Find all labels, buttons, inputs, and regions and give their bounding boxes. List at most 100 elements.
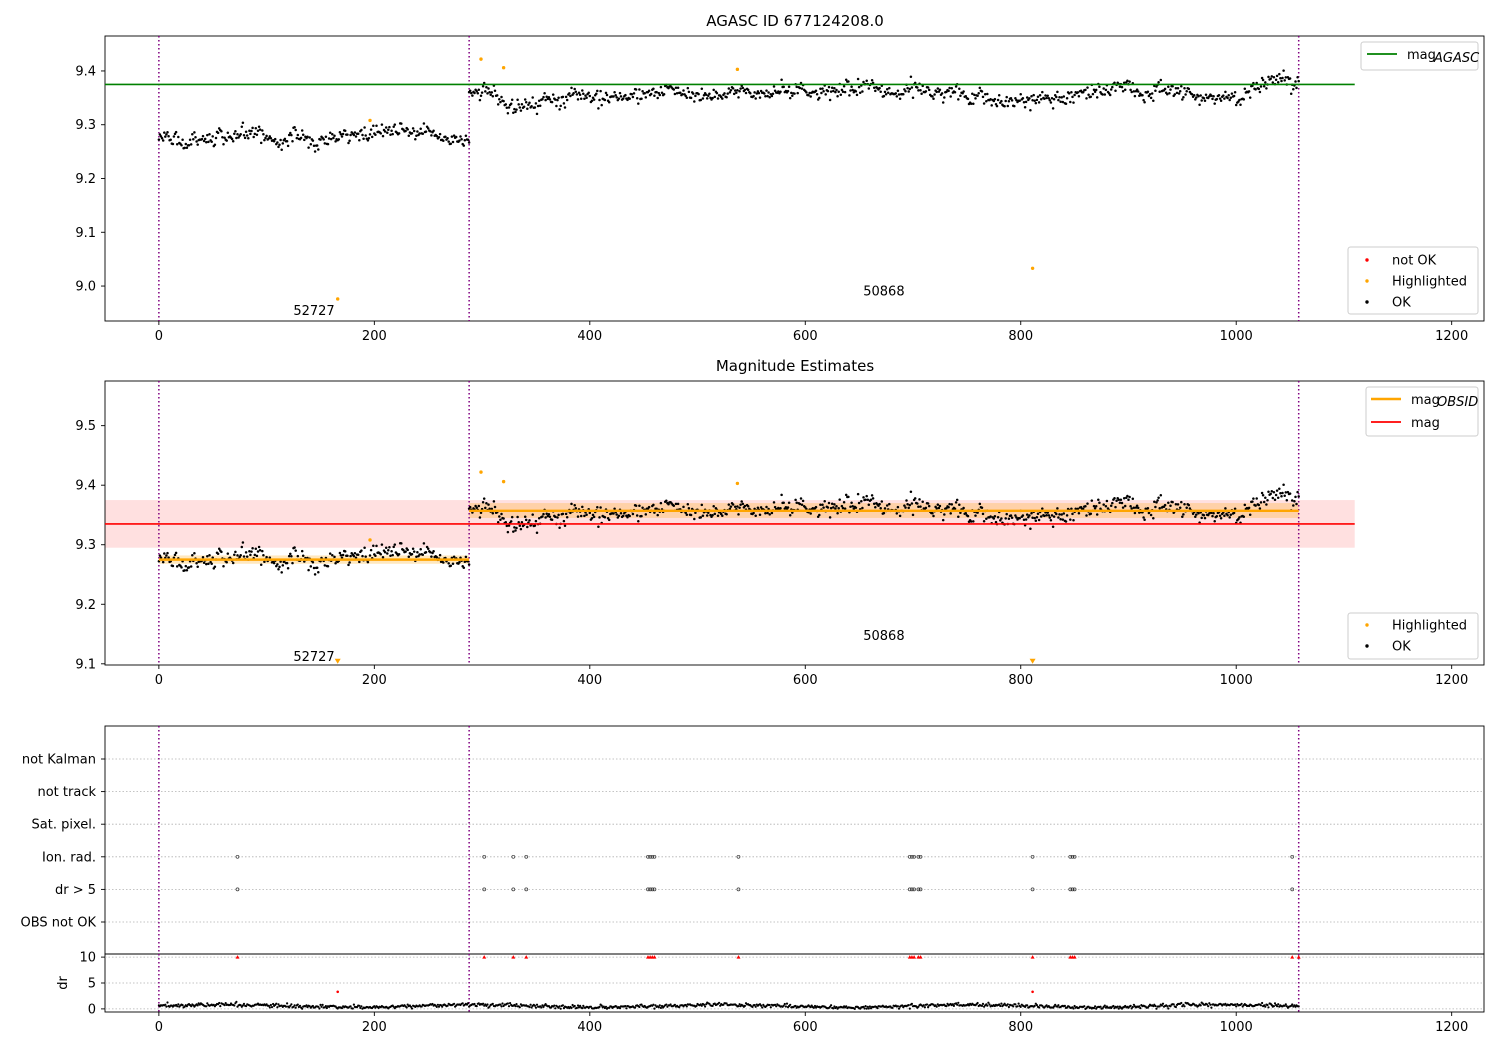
ok-point — [1274, 493, 1278, 497]
ok-point — [1213, 102, 1216, 105]
ok-point — [1283, 494, 1286, 497]
dr-point — [473, 1002, 476, 1006]
dr-point — [1273, 1002, 1277, 1005]
magnitude-axes-frame — [104, 380, 1485, 666]
ok-point — [562, 519, 566, 523]
ok-point — [1030, 95, 1033, 98]
ok-point — [256, 129, 260, 133]
ok-point — [267, 137, 271, 140]
dr-point — [277, 1003, 280, 1006]
panel-title-magnitude-estimates: Magnitude Estimates — [716, 357, 874, 375]
ok-point — [842, 500, 846, 504]
ok-point — [871, 497, 875, 500]
ok-point — [746, 504, 750, 508]
ok-point — [1232, 511, 1236, 515]
ok-point — [526, 525, 529, 529]
ok-point — [287, 133, 291, 137]
dr-point — [987, 1001, 990, 1004]
ok-point — [795, 85, 798, 89]
dr-point — [751, 1005, 754, 1009]
ok-point — [392, 545, 395, 549]
ok-point — [1292, 504, 1295, 507]
ok-point — [816, 515, 820, 519]
ok-point — [299, 136, 303, 140]
ok-point — [1077, 94, 1081, 98]
ok-point — [392, 125, 395, 128]
ok-point — [767, 91, 770, 94]
dr-clipped-marker — [482, 955, 487, 959]
dr-point — [868, 1005, 872, 1008]
dr-point — [351, 1007, 354, 1010]
ok-point — [515, 526, 518, 530]
ok-point — [721, 97, 724, 100]
ok-point — [254, 127, 258, 130]
dr-point — [1054, 1003, 1057, 1006]
ok-point — [1273, 498, 1277, 501]
ok-point — [407, 134, 411, 137]
ok-point — [945, 90, 948, 94]
ok-point — [958, 87, 961, 90]
ok-point — [189, 565, 193, 568]
dr-point — [482, 1002, 485, 1005]
flag-point — [1030, 854, 1035, 859]
ok-point — [992, 99, 996, 103]
ok-point — [936, 87, 940, 90]
ok-point — [400, 542, 403, 545]
flag-label: not Kalman — [22, 753, 96, 768]
ok-point — [809, 512, 812, 515]
ok-point — [763, 92, 766, 95]
flag-point — [511, 887, 516, 892]
ok-point — [738, 506, 741, 509]
ok-point — [590, 516, 594, 520]
ok-point — [1142, 516, 1145, 519]
dr-point — [558, 1005, 561, 1008]
ok-point — [1022, 518, 1026, 521]
ok-point — [550, 518, 554, 521]
ok-point — [1094, 88, 1098, 92]
ok-point — [196, 143, 199, 146]
dr-point — [867, 1007, 870, 1010]
ok-point — [1194, 515, 1197, 518]
ok-point — [773, 505, 777, 509]
ok-point — [419, 547, 422, 551]
ok-point — [885, 88, 889, 91]
flag-point — [736, 887, 741, 892]
ok-point — [799, 497, 803, 500]
flag-point — [912, 854, 916, 859]
dr-point — [1019, 1005, 1022, 1009]
ok-point — [1055, 95, 1058, 99]
ok-point — [504, 103, 508, 106]
dr-point — [1259, 1004, 1263, 1007]
ok-point — [743, 88, 747, 91]
ok-point — [894, 92, 898, 95]
dr-point — [409, 1005, 413, 1008]
ok-point — [656, 96, 659, 100]
ok-point — [362, 137, 365, 140]
ok-point — [1292, 88, 1295, 91]
flag-point — [1030, 887, 1035, 892]
ok-point — [346, 133, 349, 136]
ok-point — [1243, 503, 1247, 507]
ok-point — [319, 138, 322, 141]
ok-point — [547, 513, 551, 516]
ok-point — [615, 96, 618, 99]
x-tick-label: 0 — [155, 329, 163, 344]
ok-point — [938, 88, 942, 92]
ok-point — [872, 502, 876, 505]
dr-point — [242, 1002, 246, 1006]
ok-point — [674, 86, 678, 90]
ok-point — [163, 552, 166, 555]
ok-point — [1203, 516, 1207, 520]
ok-point — [655, 507, 658, 510]
ok-point — [364, 134, 367, 137]
ok-point — [1035, 98, 1039, 102]
ok-point — [858, 91, 862, 94]
dr-point — [876, 1007, 879, 1010]
ok-point — [193, 131, 196, 134]
ok-point — [301, 554, 305, 558]
ok-point — [1187, 503, 1191, 507]
ok-point — [1049, 101, 1053, 104]
ok-point — [1278, 487, 1281, 490]
ok-point — [824, 93, 827, 96]
ok-point — [561, 512, 565, 516]
